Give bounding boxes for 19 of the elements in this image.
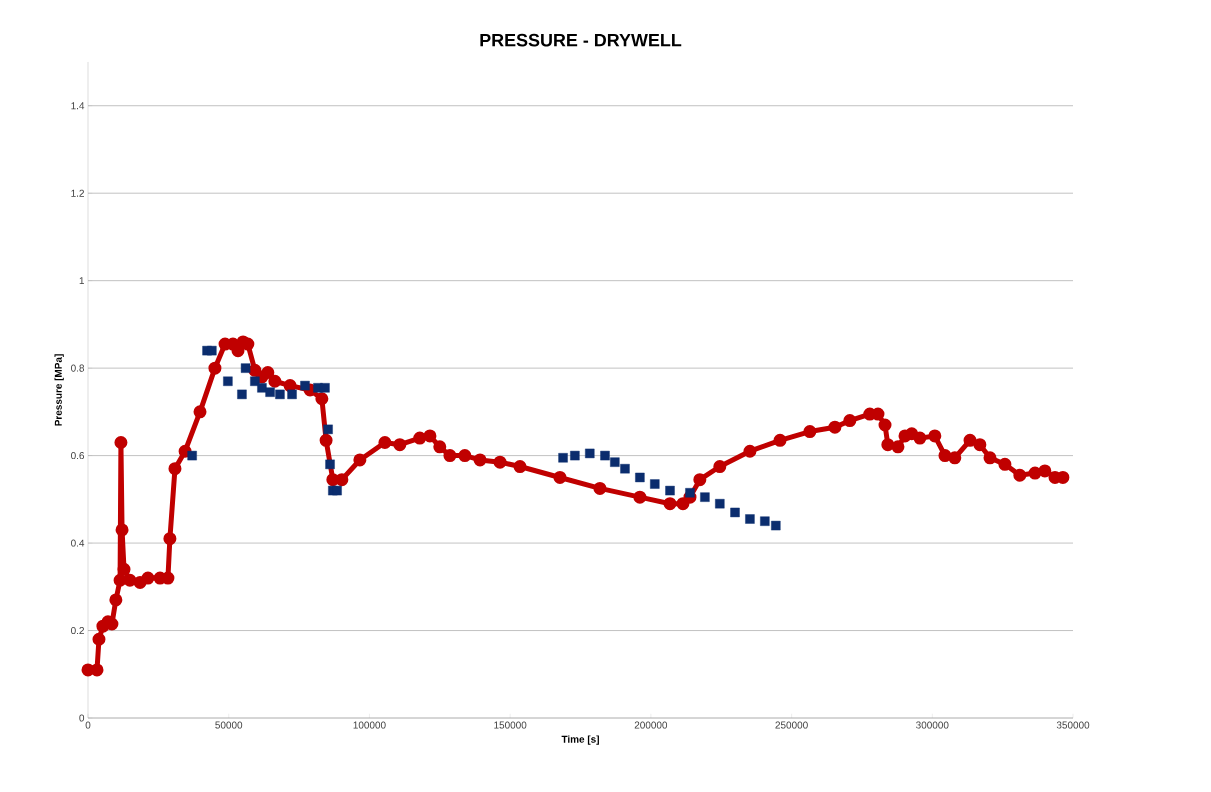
x-tick-label: 50000	[215, 721, 243, 729]
x-axis-title: Time [s]	[561, 735, 599, 745]
y-axis-title: Pressure [MPa]	[54, 354, 64, 426]
y-tick-label: 1.2	[71, 189, 84, 197]
x-tick-label: 350000	[1056, 721, 1090, 729]
x-tick-label: 300000	[916, 721, 949, 729]
y-tick-label: 1	[79, 277, 84, 285]
chart-title: PRESSURE - DRYWELL	[480, 33, 682, 47]
y-tick-label: 0	[79, 714, 85, 722]
y-tick-label: 0.6	[71, 452, 85, 460]
x-tick-label: 250000	[775, 721, 808, 729]
x-tick-label: 150000	[494, 721, 527, 729]
y-tick-label: 0.8	[71, 364, 85, 372]
x-tick-label: 100000	[353, 721, 386, 729]
x-tick-label: 0	[85, 721, 91, 729]
y-tick-label: 0.2	[71, 627, 84, 635]
y-tick-label: 1.4	[71, 102, 85, 110]
x-tick-label: 200000	[634, 721, 668, 729]
y-tick-label: 0.4	[71, 539, 85, 547]
